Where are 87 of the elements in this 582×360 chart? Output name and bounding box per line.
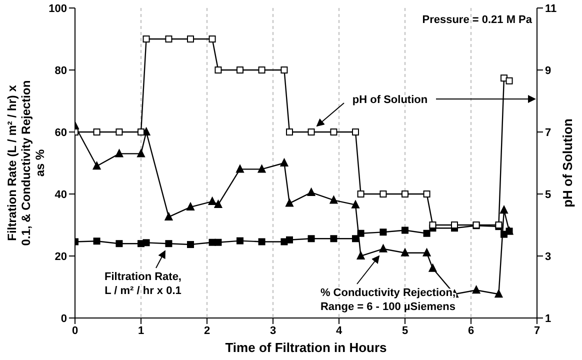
- point: [280, 158, 288, 166]
- point: [429, 222, 436, 228]
- point: [138, 128, 144, 136]
- point: [93, 128, 100, 136]
- x-tick-label: 7: [534, 324, 540, 337]
- point: [236, 164, 244, 173]
- point: [236, 237, 244, 244]
- point: [165, 36, 172, 42]
- point: [380, 190, 387, 198]
- x-tick-label: 1: [138, 324, 144, 337]
- y2-tick-label: 9: [545, 64, 552, 77]
- point: [494, 290, 503, 298]
- y-tick-label: 100: [48, 2, 67, 15]
- point: [352, 128, 359, 136]
- y-tick-label: 20: [54, 250, 67, 263]
- point: [186, 202, 194, 211]
- point: [356, 252, 365, 260]
- point: [428, 264, 437, 272]
- point: [165, 240, 172, 248]
- point: [187, 36, 194, 42]
- x-tick-label: 3: [270, 324, 276, 337]
- point: [330, 128, 338, 136]
- point: [137, 149, 145, 158]
- point: [379, 244, 388, 252]
- point: [423, 230, 430, 237]
- y-tick-label: 60: [54, 126, 67, 139]
- point: [402, 226, 408, 234]
- point: [286, 198, 294, 207]
- point: [506, 77, 513, 84]
- point: [357, 230, 364, 237]
- point: [307, 188, 316, 196]
- y-tick-label: 80: [54, 64, 67, 77]
- point: [380, 228, 387, 236]
- point: [115, 149, 124, 158]
- x-axis-title: Time of Filtration in Hours: [225, 340, 387, 355]
- x-tick-label: 2: [204, 324, 210, 337]
- point: [423, 190, 430, 198]
- y2-tick-label: 3: [545, 250, 552, 263]
- point: [286, 128, 293, 136]
- y-tick-label: 0: [60, 312, 67, 325]
- point: [402, 190, 408, 198]
- point: [214, 238, 222, 246]
- point: [258, 164, 266, 173]
- point: [451, 222, 458, 228]
- point: [187, 241, 194, 248]
- point: [116, 240, 123, 248]
- point: [258, 66, 266, 74]
- point: [422, 248, 431, 256]
- point: [214, 200, 222, 208]
- point: [330, 196, 338, 204]
- point: [308, 128, 315, 136]
- point: [236, 66, 244, 74]
- annotation: Filtration Rate, L / m² / hr x 0.1: [104, 271, 182, 297]
- y2-tick-label: 11: [545, 2, 557, 15]
- point: [142, 36, 150, 42]
- point: [500, 74, 508, 82]
- point: [401, 248, 409, 256]
- x-tick-label: 0: [72, 324, 78, 337]
- y2-tick-label: 7: [545, 126, 552, 139]
- point: [357, 190, 364, 198]
- point: [164, 212, 173, 220]
- point: [214, 66, 222, 74]
- point: [208, 36, 216, 42]
- annotation: pH of Solution: [352, 94, 428, 106]
- point: [330, 235, 338, 242]
- y2-tick-label: 1: [545, 312, 552, 325]
- point: [472, 286, 480, 294]
- point: [286, 236, 293, 244]
- y-tick-label: 40: [54, 188, 67, 201]
- x-tick-label: 4: [336, 324, 343, 337]
- point: [280, 66, 288, 74]
- x-tick-label: 5: [402, 324, 408, 337]
- annotation: Pressure = 0.21 M Pa: [422, 14, 533, 26]
- point: [352, 235, 359, 242]
- point: [500, 206, 508, 214]
- y2-axis-title: pH of Solution: [560, 118, 575, 208]
- point: [258, 238, 266, 246]
- point: [92, 162, 101, 170]
- y2-tick-label: 5: [545, 188, 552, 201]
- point: [142, 239, 150, 246]
- point: [93, 238, 100, 245]
- point: [208, 196, 216, 205]
- point: [116, 128, 123, 136]
- y-axis-title: Filtration Rate (L / m² / hr) x 0.1, & Conductivity Rejection as %: [5, 80, 47, 246]
- x-tick-label: 6: [468, 324, 474, 337]
- point: [352, 200, 360, 208]
- point: [308, 235, 315, 242]
